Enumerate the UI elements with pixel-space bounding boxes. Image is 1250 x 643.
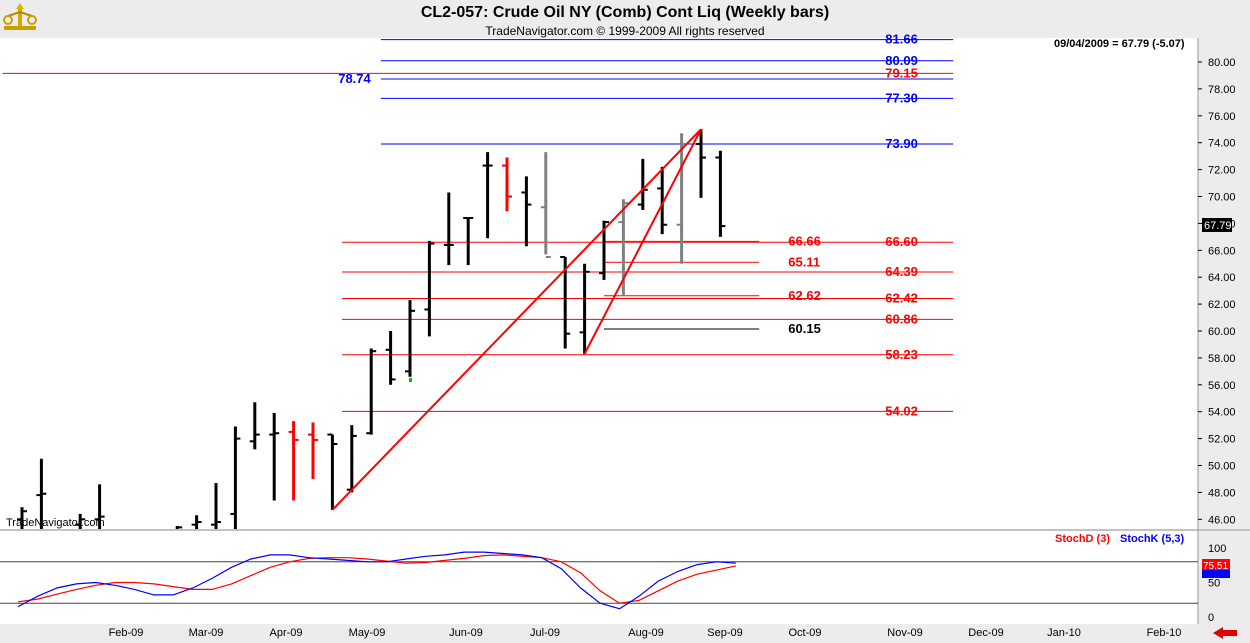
trend-lines (331, 128, 702, 511)
watermark: TradeNavigator.com (6, 517, 105, 529)
stoch-series-line (18, 554, 737, 604)
fib-label: 62.42 (885, 290, 918, 305)
fib-label: 60.86 (885, 311, 918, 326)
fib-label: 80.09 (885, 53, 918, 68)
fib-label: 73.90 (885, 136, 918, 151)
legend-stochk: StochK (5,3) (1120, 533, 1185, 545)
date-tick-label: Aug-09 (628, 627, 663, 639)
stoch-legend: StochD (3) StochK (5,3) (1055, 533, 1185, 545)
price-tick-label: 46.00 (1208, 514, 1236, 526)
date-tick-label: Feb-09 (109, 627, 144, 639)
stoch-series-line (17, 551, 736, 610)
price-tick-label: 52.00 (1208, 434, 1236, 446)
fib-label: 62.62 (788, 288, 821, 303)
fib-label: 77.30 (885, 90, 918, 105)
price-tick-label: 58.00 (1208, 353, 1236, 365)
fib-label: 79.15 (885, 65, 918, 80)
date-tick-label: Nov-09 (887, 627, 922, 639)
fib-label: 58.23 (885, 347, 918, 362)
date-axis: Feb-09 Mar-09 Apr-09 May-09 Jun-09 Jul-09 Aug-… (109, 627, 1182, 639)
green-marker (409, 378, 412, 383)
logo-icon[interactable] (2, 2, 38, 32)
price-tick-label: 70.00 (1208, 192, 1236, 204)
trend-line (583, 128, 702, 355)
last-price-tag: 67.79 (1202, 218, 1232, 232)
date-tick-label: Oct-09 (788, 627, 821, 639)
fib-label: 66.60 (885, 234, 918, 249)
price-tick-label: 50.00 (1208, 461, 1236, 473)
stoch-axis: 0 50 100 (1208, 543, 1226, 624)
stoch-tick-label: 50 (1208, 578, 1220, 590)
fib-label: 64.39 (885, 264, 918, 279)
fib-label: 66.66 (788, 233, 821, 248)
date-tick-label: Feb-10 (1147, 627, 1182, 639)
price-tick-label: 80.00 (1208, 57, 1236, 69)
price-tick-label: 78.00 (1208, 84, 1236, 96)
price-tick-label: 56.00 (1208, 380, 1236, 392)
price-tick-label: 72.00 (1208, 165, 1236, 177)
price-panel (0, 38, 1198, 529)
stoch-tick-label: 100 (1208, 543, 1226, 555)
trend-line (331, 128, 702, 511)
price-tick-label: 74.00 (1208, 138, 1236, 150)
price-tick-label: 54.00 (1208, 407, 1236, 419)
last-price-label: 67.79 (1204, 220, 1232, 232)
date-tick-label: Jan-10 (1047, 627, 1081, 639)
date-tick-label: May-09 (349, 627, 386, 639)
scroll-left-arrow-icon[interactable] (1212, 626, 1238, 640)
date-tick-label: Apr-09 (269, 627, 302, 639)
last-quote: 09/04/2009 = 67.79 (-5.07) (1054, 38, 1185, 50)
date-tick-label: Dec-09 (968, 627, 1003, 639)
date-tick-label: Jul-09 (530, 627, 560, 639)
price-tick-label: 76.00 (1208, 111, 1236, 123)
fib-label: 65.11 (788, 254, 820, 269)
stoch-panel (0, 531, 1198, 624)
price-tick-label: 62.00 (1208, 299, 1236, 311)
fib-label: 54.02 (885, 403, 918, 418)
price-tick-label: 66.00 (1208, 245, 1236, 257)
price-tick-label: 60.00 (1208, 326, 1236, 338)
fib-label: 60.15 (788, 321, 821, 336)
stoch-value-tags: 75.51 (1202, 559, 1230, 578)
chart-title: CL2-057: Crude Oil NY (Comb) Cont Liq (W… (420, 4, 830, 21)
stochastic-lines (0, 551, 1198, 610)
price-tick-label: 48.00 (1208, 487, 1236, 499)
stochd-last-value: 75.51 (1203, 561, 1228, 572)
copyright-subtitle: TradeNavigator.com © 1999-2009 All right… (485, 24, 765, 38)
price-axis: 46.00 48.00 50.00 52.00 54.00 56.00 58.00 60.00… (1198, 57, 1236, 526)
legend-stochd: StochD (3) (1055, 533, 1110, 545)
stoch-tick-label: 0 (1208, 612, 1214, 624)
date-tick-label: Jun-09 (449, 627, 483, 639)
date-tick-label: Sep-09 (707, 627, 742, 639)
fib-label: 81.66 (885, 32, 918, 47)
price-bars (17, 129, 726, 529)
price-tick-label: 64.00 (1208, 272, 1236, 284)
fib-label: 78.74 (338, 71, 371, 86)
date-tick-label: Mar-09 (189, 627, 224, 639)
